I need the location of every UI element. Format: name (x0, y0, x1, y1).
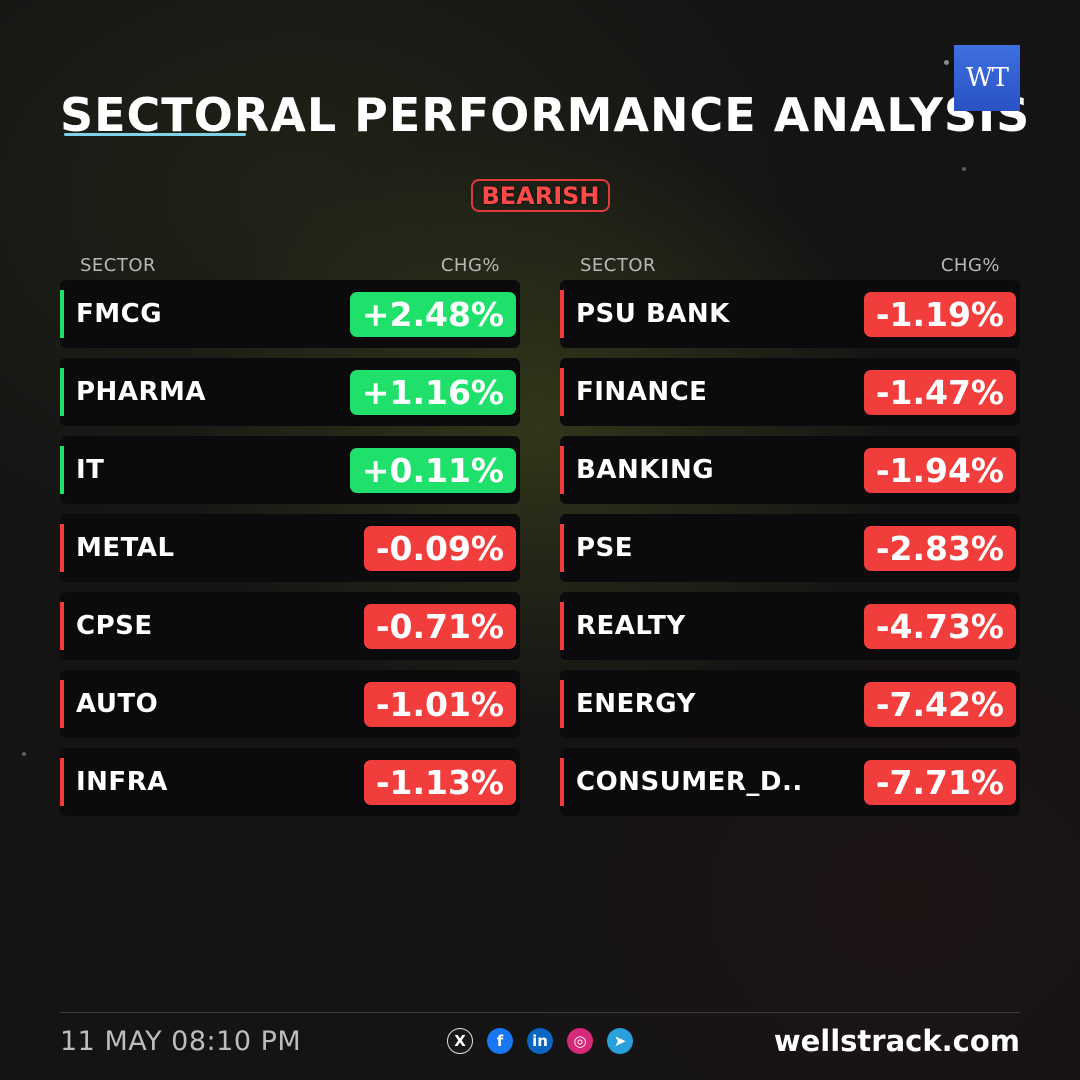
trend-indicator-bar (560, 602, 564, 650)
change-badge: +0.11% (349, 448, 516, 493)
column-header-change: CHG% (940, 255, 1000, 276)
sentiment-badge: BEARISH (471, 179, 610, 212)
sector-column-right: SECTOR CHG% PSU BANK -1.19% FINANCE -1.47% B… (560, 253, 1020, 816)
trend-indicator-bar (560, 446, 564, 494)
trend-indicator-bar (560, 524, 564, 572)
trend-indicator-bar (560, 290, 564, 338)
sector-row: REALTY -4.73% (560, 592, 1020, 660)
sector-row: IT +0.11% (60, 436, 520, 504)
change-badge: +2.48% (349, 292, 516, 337)
sector-row: METAL -0.09% (60, 514, 520, 582)
sector-name: PSE (576, 533, 634, 563)
title-underline (64, 133, 246, 136)
brand-logo-text: WT (965, 63, 1009, 93)
sector-name: CONSUMER_D.. (576, 767, 803, 797)
column-header-change: CHG% (440, 255, 500, 276)
instagram-icon[interactable]: ◎ (567, 1028, 593, 1054)
sector-name: AUTO (76, 689, 159, 719)
trend-indicator-bar (560, 680, 564, 728)
sector-row: CONSUMER_D.. -7.71% (560, 748, 1020, 816)
change-badge: -1.19% (863, 292, 1016, 337)
change-badge: -2.83% (863, 526, 1016, 571)
sector-name: BANKING (576, 455, 715, 485)
column-header: SECTOR CHG% (60, 253, 520, 279)
facebook-icon[interactable]: f (487, 1028, 513, 1054)
sector-row: PHARMA +1.16% (60, 358, 520, 426)
trend-indicator-bar (60, 368, 64, 416)
change-badge: -0.09% (363, 526, 516, 571)
column-header: SECTOR CHG% (560, 253, 1020, 279)
sector-row: FMCG +2.48% (60, 280, 520, 348)
x-icon[interactable]: X (447, 1028, 473, 1054)
column-header-sector: SECTOR (80, 255, 157, 276)
sector-name: ENERGY (576, 689, 696, 719)
telegram-icon[interactable]: ➤ (607, 1028, 633, 1054)
change-badge: -0.71% (363, 604, 516, 649)
sector-name: FINANCE (576, 377, 708, 407)
change-badge: -1.94% (863, 448, 1016, 493)
sector-name: CPSE (76, 611, 153, 641)
sector-row: PSU BANK -1.19% (560, 280, 1020, 348)
change-badge: -7.42% (863, 682, 1016, 727)
sector-row: BANKING -1.94% (560, 436, 1020, 504)
sector-name: INFRA (76, 767, 168, 797)
brand-logo: WT (954, 45, 1020, 111)
sector-row: INFRA -1.13% (60, 748, 520, 816)
sector-list-left: FMCG +2.48% PHARMA +1.16% IT +0.11% METAL -0.09… (60, 280, 520, 826)
website-link[interactable]: wellstrack.com (773, 1024, 1020, 1058)
change-badge: -7.71% (863, 760, 1016, 805)
trend-indicator-bar (60, 602, 64, 650)
sector-name: PHARMA (76, 377, 206, 407)
sector-name: REALTY (576, 611, 686, 641)
trend-indicator-bar (60, 290, 64, 338)
sector-row: FINANCE -1.47% (560, 358, 1020, 426)
sector-name: PSU BANK (576, 299, 730, 329)
trend-indicator-bar (560, 758, 564, 806)
sector-name: IT (76, 455, 105, 485)
trend-indicator-bar (560, 368, 564, 416)
sector-row: AUTO -1.01% (60, 670, 520, 738)
sector-column-left: SECTOR CHG% FMCG +2.48% PHARMA +1.16% IT +0.1… (60, 253, 520, 816)
trend-indicator-bar (60, 524, 64, 572)
change-badge: -4.73% (863, 604, 1016, 649)
footer-divider (60, 1012, 1020, 1013)
trend-indicator-bar (60, 680, 64, 728)
sector-name: METAL (76, 533, 175, 563)
change-badge: -1.47% (863, 370, 1016, 415)
linkedin-icon[interactable]: in (527, 1028, 553, 1054)
change-badge: -1.01% (363, 682, 516, 727)
timestamp: 11 MAY 08:10 PM (60, 1026, 302, 1057)
sector-row: CPSE -0.71% (60, 592, 520, 660)
sector-row: PSE -2.83% (560, 514, 1020, 582)
trend-indicator-bar (60, 446, 64, 494)
sector-name: FMCG (76, 299, 163, 329)
sector-list-right: PSU BANK -1.19% FINANCE -1.47% BANKING -1.94%… (560, 280, 1020, 826)
column-header-sector: SECTOR (580, 255, 657, 276)
change-badge: -1.13% (363, 760, 516, 805)
trend-indicator-bar (60, 758, 64, 806)
sector-row: ENERGY -7.42% (560, 670, 1020, 738)
change-badge: +1.16% (349, 370, 516, 415)
